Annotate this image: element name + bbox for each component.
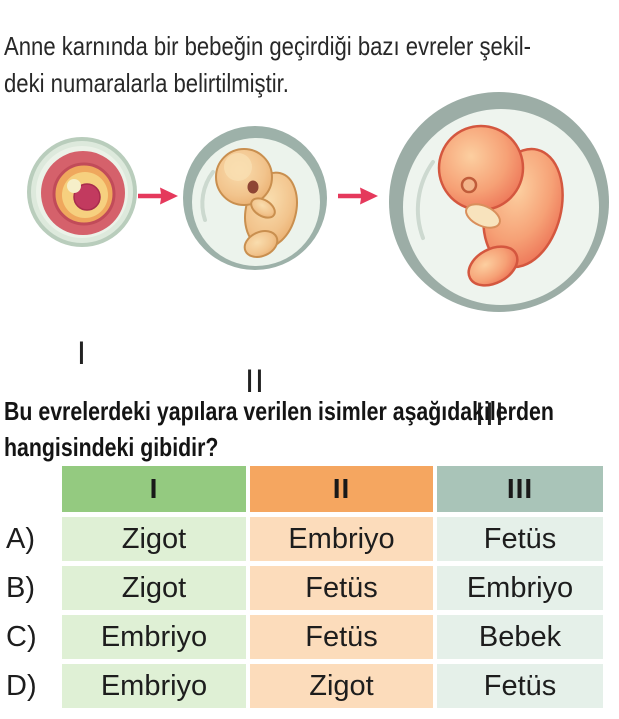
answer-cell: Zigot (250, 664, 433, 708)
answer-cell: Embriyo (62, 615, 246, 659)
embryo-stages-figure: I II III (0, 85, 619, 432)
stage-label-2: II (245, 363, 265, 399)
answer-cell: Embriyo (250, 517, 433, 561)
question-line-1: Bu evrelerdeki yapılara verilen isimler … (4, 396, 554, 426)
answer-cell: Zigot (62, 566, 246, 610)
stage-label-1: I (77, 335, 87, 371)
stages-illustration-svg (27, 92, 609, 312)
option-label-c: C) (6, 620, 37, 653)
stage-label-3: III (475, 396, 505, 432)
table-header-cell-I: I (62, 466, 246, 512)
table-corner-spacer (5, 466, 58, 512)
question-line-2: hangisindeki gibidir? (4, 432, 219, 462)
option-label-d: D) (6, 669, 37, 702)
option-label-a: A) (6, 522, 35, 555)
answer-cell: Embriyo (437, 566, 603, 610)
intro-line-2: deki numaralarla belirtilmiştir. (4, 68, 289, 98)
question-text: Bu evrelerdeki yapılara verilen isimler … (4, 393, 619, 465)
answer-cell: Zigot (62, 517, 246, 561)
intro-text: Anne karnında bir bebeğin geçirdiği bazı… (4, 28, 619, 102)
fetus-illustration (389, 92, 609, 312)
table-header-cell-II: II (250, 466, 433, 512)
answer-cell: Fetüs (437, 517, 603, 561)
arrow-icon (138, 187, 178, 205)
intro-line-1: Anne karnında bir bebeğin geçirdiği bazı… (4, 31, 532, 61)
answer-cell: Fetüs (437, 664, 603, 708)
table-header-cell-III: III (437, 466, 603, 512)
answer-cell: Fetüs (250, 566, 433, 610)
arrow-icon (338, 187, 378, 205)
option-label-b: B) (6, 571, 35, 604)
answer-table: I II III A) Zigot Embriyo Fetüs B) Zigot… (5, 466, 603, 708)
answer-cell: Embriyo (62, 664, 246, 708)
answer-cell: Fetüs (250, 615, 433, 659)
embryo-illustration (183, 126, 327, 270)
zygote-illustration (27, 137, 137, 247)
answer-cell: Bebek (437, 615, 603, 659)
